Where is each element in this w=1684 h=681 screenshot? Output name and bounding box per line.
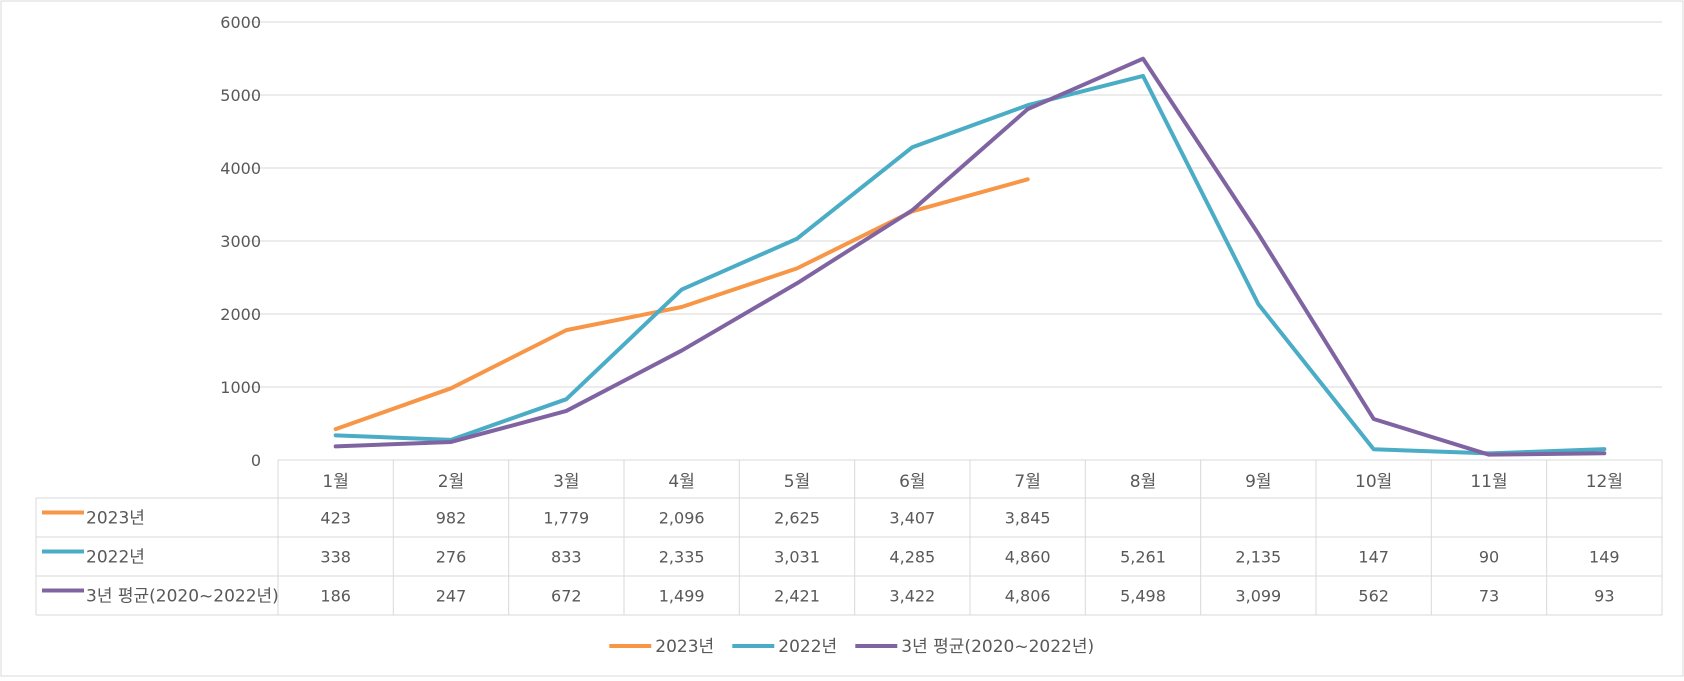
data-table-cell: 90 [1479, 548, 1499, 567]
x-tick-label: 7월 [1014, 472, 1040, 492]
y-axis: 0 1000 2000 3000 4000 5000 6000 [220, 13, 261, 470]
x-tick-label: 11월 [1470, 472, 1507, 492]
data-table-cell: 3,407 [889, 509, 935, 528]
data-table-cell: 247 [436, 587, 467, 606]
y-tick-label: 4000 [220, 159, 261, 178]
data-table-cell: 2,625 [774, 509, 820, 528]
data-table-cell: 672 [551, 587, 582, 606]
plot-area [333, 56, 1607, 457]
x-tick-label: 12월 [1586, 472, 1623, 492]
x-tick-label: 10월 [1355, 472, 1392, 492]
data-table-cell: 562 [1358, 587, 1389, 606]
x-tick-label: 4월 [668, 472, 694, 492]
data-table-cell: 1,779 [543, 509, 589, 528]
legend-label: 2022년 [778, 637, 837, 657]
x-tick-label: 3월 [553, 472, 579, 492]
y-tick-label: 0 [251, 451, 261, 470]
data-table-cell: 423 [320, 509, 351, 528]
data-table-cell: 982 [436, 509, 467, 528]
data-table-cell: 4,860 [1005, 548, 1051, 567]
gridlines [248, 21, 1662, 388]
data-table-cell: 149 [1589, 548, 1620, 567]
x-tick-label: 2월 [438, 472, 464, 492]
data-table-cell: 4,285 [889, 548, 935, 567]
y-tick-label: 2000 [220, 305, 261, 324]
y-tick-label: 3000 [220, 232, 261, 251]
table-row-label: 2022년 [86, 548, 145, 568]
series-line [333, 56, 1607, 457]
data-table-cell: 3,422 [889, 587, 935, 606]
data-table: 1월 2월 3월 4월 5월 6월 7월 8월 9월 10월 11월 12월 2023년 423 982 1,… [35, 459, 1663, 616]
data-table-cell: 3,845 [1005, 509, 1051, 528]
x-tick-label: 8월 [1130, 472, 1156, 492]
data-table-cell: 2,096 [659, 509, 705, 528]
y-tick-label: 6000 [220, 13, 261, 32]
y-tick-label: 1000 [220, 378, 261, 397]
x-tick-label: 5월 [784, 472, 810, 492]
data-table-cell: 276 [436, 548, 467, 567]
data-table-cell: 186 [320, 587, 351, 606]
legend: 2023년 2022년 3년 평균(2020~2022년) [609, 637, 1094, 657]
table-row-label: 3년 평균(2020~2022년) [86, 587, 279, 607]
data-table-cell: 147 [1358, 548, 1389, 567]
data-table-cell: 3,099 [1235, 587, 1281, 606]
data-table-cell: 3,031 [774, 548, 820, 567]
x-tick-label: 9월 [1245, 472, 1271, 492]
y-tick-label: 5000 [220, 86, 261, 105]
data-table-cell: 93 [1594, 587, 1614, 606]
data-table-cell: 5,261 [1120, 548, 1166, 567]
data-table-cell: 1,499 [659, 587, 705, 606]
data-table-cell: 2,421 [774, 587, 820, 606]
legend-label: 3년 평균(2020~2022년) [901, 637, 1094, 657]
data-table-cell: 2,335 [659, 548, 705, 567]
data-table-cell: 73 [1479, 587, 1499, 606]
table-row-label: 2023년 [86, 509, 145, 529]
x-tick-label: 6월 [899, 472, 925, 492]
x-tick-label: 1월 [322, 472, 348, 492]
data-table-cell: 5,498 [1120, 587, 1166, 606]
series-line [333, 73, 1607, 456]
data-table-cell: 338 [320, 548, 351, 567]
data-table-cell: 833 [551, 548, 582, 567]
data-table-cell: 4,806 [1005, 587, 1051, 606]
data-table-cell: 2,135 [1235, 548, 1281, 567]
legend-label: 2023년 [655, 637, 714, 657]
